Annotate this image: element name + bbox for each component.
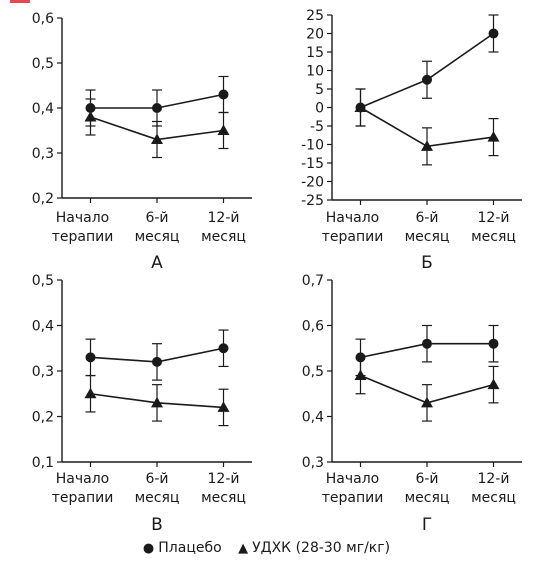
data-point-placebo — [218, 89, 229, 100]
y-tick-label: 15 — [306, 45, 324, 61]
y-tick-label: 0,3 — [32, 146, 54, 162]
data-point-placebo — [422, 74, 432, 85]
chart-panel-b: -25 -20 -15 -10 -5 0 5 10 15 20 25 Начало терапии 6-й… — [301, 8, 522, 273]
data-point-placebo — [218, 343, 229, 354]
data-point-udca — [217, 124, 230, 135]
x-tick-label: терапии — [52, 229, 114, 245]
data-point-placebo — [85, 352, 96, 363]
y-tick-label: 5 — [315, 82, 324, 98]
y-tick-label: 0,4 — [302, 410, 324, 426]
data-point-udca — [354, 369, 367, 381]
x-tick-label: Начало — [326, 210, 379, 226]
y-tick-label: 0,7 — [302, 273, 324, 289]
data-point-udca — [421, 140, 433, 151]
panel-label: А — [151, 253, 163, 273]
x-tick-label: Начало — [56, 471, 109, 487]
data-point-placebo — [152, 103, 162, 113]
y-tick-label: -5 — [310, 119, 324, 135]
y-tick-label: 0 — [315, 101, 324, 117]
data-point-udca — [151, 396, 163, 408]
panel-label: Г — [422, 515, 432, 535]
x-tick-label: терапии — [52, 490, 114, 506]
data-point-udca — [84, 111, 97, 122]
y-tick-label: -15 — [301, 156, 324, 172]
panel-label: Б — [421, 253, 433, 273]
legend-item-udca: ▲ УДХК (28-30 мг/кг) — [238, 540, 390, 556]
legend: ● Плацебо ▲ УДХК (28-30 мг/кг) — [0, 540, 533, 556]
legend-label-udca: УДХК (28-30 мг/кг) — [252, 540, 391, 556]
legend-item-placebo: ● Плацебо — [143, 540, 226, 556]
y-tick-label: 0,2 — [32, 410, 54, 426]
y-tick-label: 0,4 — [32, 101, 54, 117]
x-tick-label: месяц — [405, 490, 450, 506]
legend-label-placebo: Плацебо — [158, 540, 222, 556]
x-tick-label: месяц — [471, 490, 516, 506]
data-point-udca — [217, 401, 230, 412]
y-tick-label: 0,1 — [32, 455, 54, 471]
x-tick-label: 6-й — [145, 471, 168, 487]
data-point-udca — [84, 387, 97, 399]
data-point-udca — [354, 101, 367, 112]
panel-label: В — [151, 515, 163, 535]
y-tick-label: 10 — [306, 64, 324, 80]
x-tick-label: 12-й — [478, 471, 510, 487]
x-tick-label: терапии — [322, 229, 384, 245]
chart-panel-a: 0,2 0,3 0,4 0,5 0,6 Начало терапии 6-й месяц 12-й… — [32, 11, 252, 273]
x-tick-label: месяц — [201, 229, 246, 245]
x-tick-label: Начало — [326, 471, 379, 487]
y-tick-label: 0,6 — [302, 319, 324, 335]
data-point-udca — [487, 131, 500, 142]
data-point-udca — [421, 396, 433, 408]
data-point-udca — [151, 133, 163, 144]
y-tick-label: 0,2 — [32, 191, 54, 207]
header-accent-bar — [10, 0, 30, 3]
data-point-udca — [487, 378, 500, 390]
data-point-placebo — [488, 338, 499, 349]
data-point-placebo — [152, 356, 162, 367]
triangle-marker-icon: ▲ — [238, 541, 249, 556]
y-tick-label: 20 — [306, 27, 324, 43]
x-tick-label: 12-й — [208, 210, 240, 226]
x-tick-label: 12-й — [478, 210, 510, 226]
x-tick-label: месяц — [135, 490, 180, 506]
circle-marker-icon: ● — [142, 541, 155, 556]
y-tick-label: -20 — [301, 175, 324, 191]
data-point-placebo — [422, 338, 432, 349]
x-tick-label: 6-й — [415, 210, 438, 226]
x-tick-label: месяц — [135, 229, 180, 245]
chart-panel-v: 0,1 0,2 0,3 0,4 0,5 Начало терапии 6-й месяц 12-й… — [32, 273, 252, 535]
x-tick-label: терапии — [322, 490, 384, 506]
y-tick-label: 0,6 — [32, 11, 54, 27]
x-tick-label: 6-й — [415, 471, 438, 487]
x-tick-label: месяц — [471, 229, 516, 245]
y-tick-label: 0,5 — [32, 56, 54, 72]
y-tick-label: 0,5 — [302, 364, 324, 380]
x-tick-label: 6-й — [145, 210, 168, 226]
chart-panel-g: 0,3 0,4 0,5 0,6 0,7 Начало терапии 6-й месяц 12-й… — [302, 273, 522, 535]
x-tick-label: месяц — [201, 490, 246, 506]
y-tick-label: 25 — [306, 8, 324, 24]
y-tick-label: -10 — [301, 138, 324, 154]
y-tick-label: 0,3 — [32, 364, 54, 380]
x-tick-label: месяц — [405, 229, 450, 245]
data-point-placebo — [488, 28, 499, 39]
y-tick-label: 0,4 — [32, 319, 54, 335]
x-tick-label: Начало — [56, 210, 109, 226]
y-tick-label: 0,5 — [32, 273, 54, 289]
y-tick-label: 0,3 — [302, 455, 324, 471]
x-tick-label: 12-й — [208, 471, 240, 487]
y-tick-label: -25 — [301, 193, 324, 209]
